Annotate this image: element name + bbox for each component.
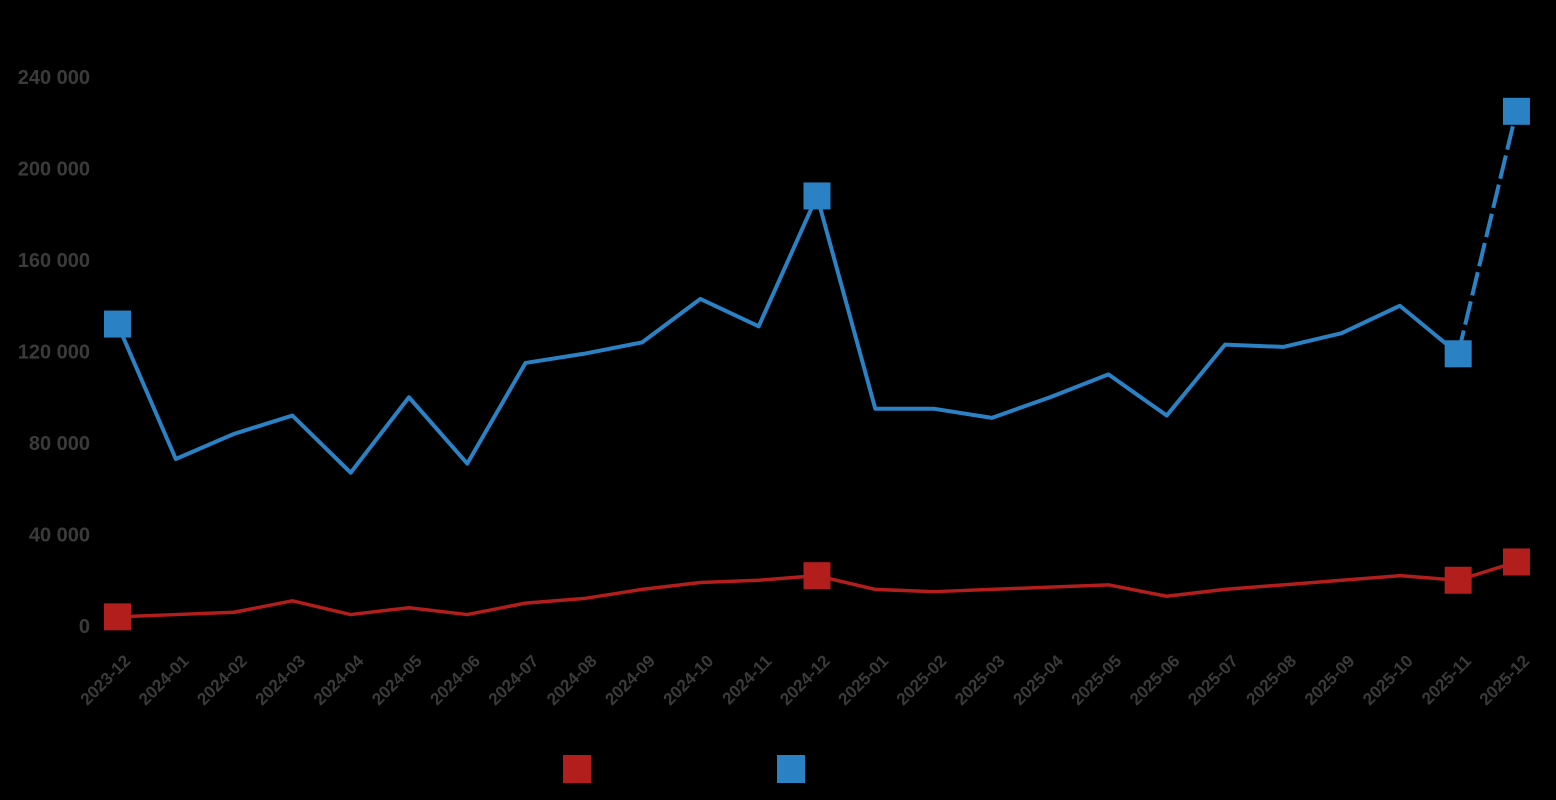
x-axis-tick-label: 2024-12 bbox=[776, 651, 834, 709]
x-axis-tick-label: 2024-10 bbox=[660, 651, 718, 709]
y-axis-tick-label: 160 000 bbox=[18, 250, 90, 272]
x-axis-tick-label: 2025-03 bbox=[951, 651, 1009, 709]
x-axis-tick-label: 2025-01 bbox=[835, 651, 893, 709]
x-axis-tick-label: 2024-11 bbox=[719, 651, 776, 708]
data-point-marker-red-2024-12 bbox=[803, 562, 831, 590]
x-axis-tick-label: 2025-12 bbox=[1476, 651, 1534, 709]
y-axis-tick-label: 200 000 bbox=[18, 159, 90, 181]
x-axis-tick-label: 2025-11 bbox=[1418, 651, 1475, 708]
x-axis-tick-label: 2025-10 bbox=[1359, 651, 1417, 709]
data-point-marker-blue-2025-12 bbox=[1502, 97, 1530, 125]
y-axis-tick-label: 240 000 bbox=[18, 67, 90, 89]
x-axis-tick-label: 2024-04 bbox=[310, 651, 368, 709]
x-axis-tick-label: 2024-09 bbox=[601, 651, 659, 709]
x-axis-tick-label: 2024-02 bbox=[193, 651, 251, 709]
x-axis-tick-label: 2024-08 bbox=[543, 651, 601, 709]
data-point-marker-red-2025-11 bbox=[1444, 566, 1472, 594]
x-axis-tick-label: 2025-02 bbox=[893, 651, 951, 709]
y-axis-tick-label: 120 000 bbox=[18, 342, 90, 364]
x-axis-tick-label: 2023-12 bbox=[77, 651, 135, 709]
data-point-marker-blue-2023-12 bbox=[104, 310, 131, 338]
x-axis-tick-label: 2024-03 bbox=[252, 651, 310, 709]
x-axis-tick-label: 2025-08 bbox=[1243, 651, 1301, 709]
data-point-marker-red-2025-12 bbox=[1502, 548, 1530, 576]
y-axis-tick-label: 80 000 bbox=[29, 433, 90, 455]
y-axis-tick-label: 40 000 bbox=[29, 525, 90, 547]
x-axis-tick-label: 2024-05 bbox=[368, 651, 426, 709]
data-point-marker-blue-2024-12 bbox=[803, 182, 831, 210]
x-axis-tick-label: 2025-06 bbox=[1126, 651, 1184, 709]
x-axis-tick-label: 2025-04 bbox=[1009, 651, 1067, 709]
x-axis-tick-label: 2024-01 bbox=[135, 651, 193, 709]
y-axis-tick-label: 0 bbox=[79, 616, 90, 638]
series-line-blue bbox=[115, 193, 1460, 475]
x-axis-tick-label: 2025-07 bbox=[1184, 651, 1242, 709]
series-line-blue-last-segment bbox=[1456, 110, 1519, 355]
x-axis-tick-label: 2025-09 bbox=[1301, 651, 1359, 709]
data-point-marker-blue-2025-11 bbox=[1444, 340, 1472, 368]
data-point-marker-red-2023-12 bbox=[104, 603, 131, 631]
x-axis-tick-label: 2024-07 bbox=[485, 651, 543, 709]
x-axis-tick-label: 2025-05 bbox=[1068, 651, 1126, 709]
x-axis-tick-label: 2024-06 bbox=[427, 651, 485, 709]
